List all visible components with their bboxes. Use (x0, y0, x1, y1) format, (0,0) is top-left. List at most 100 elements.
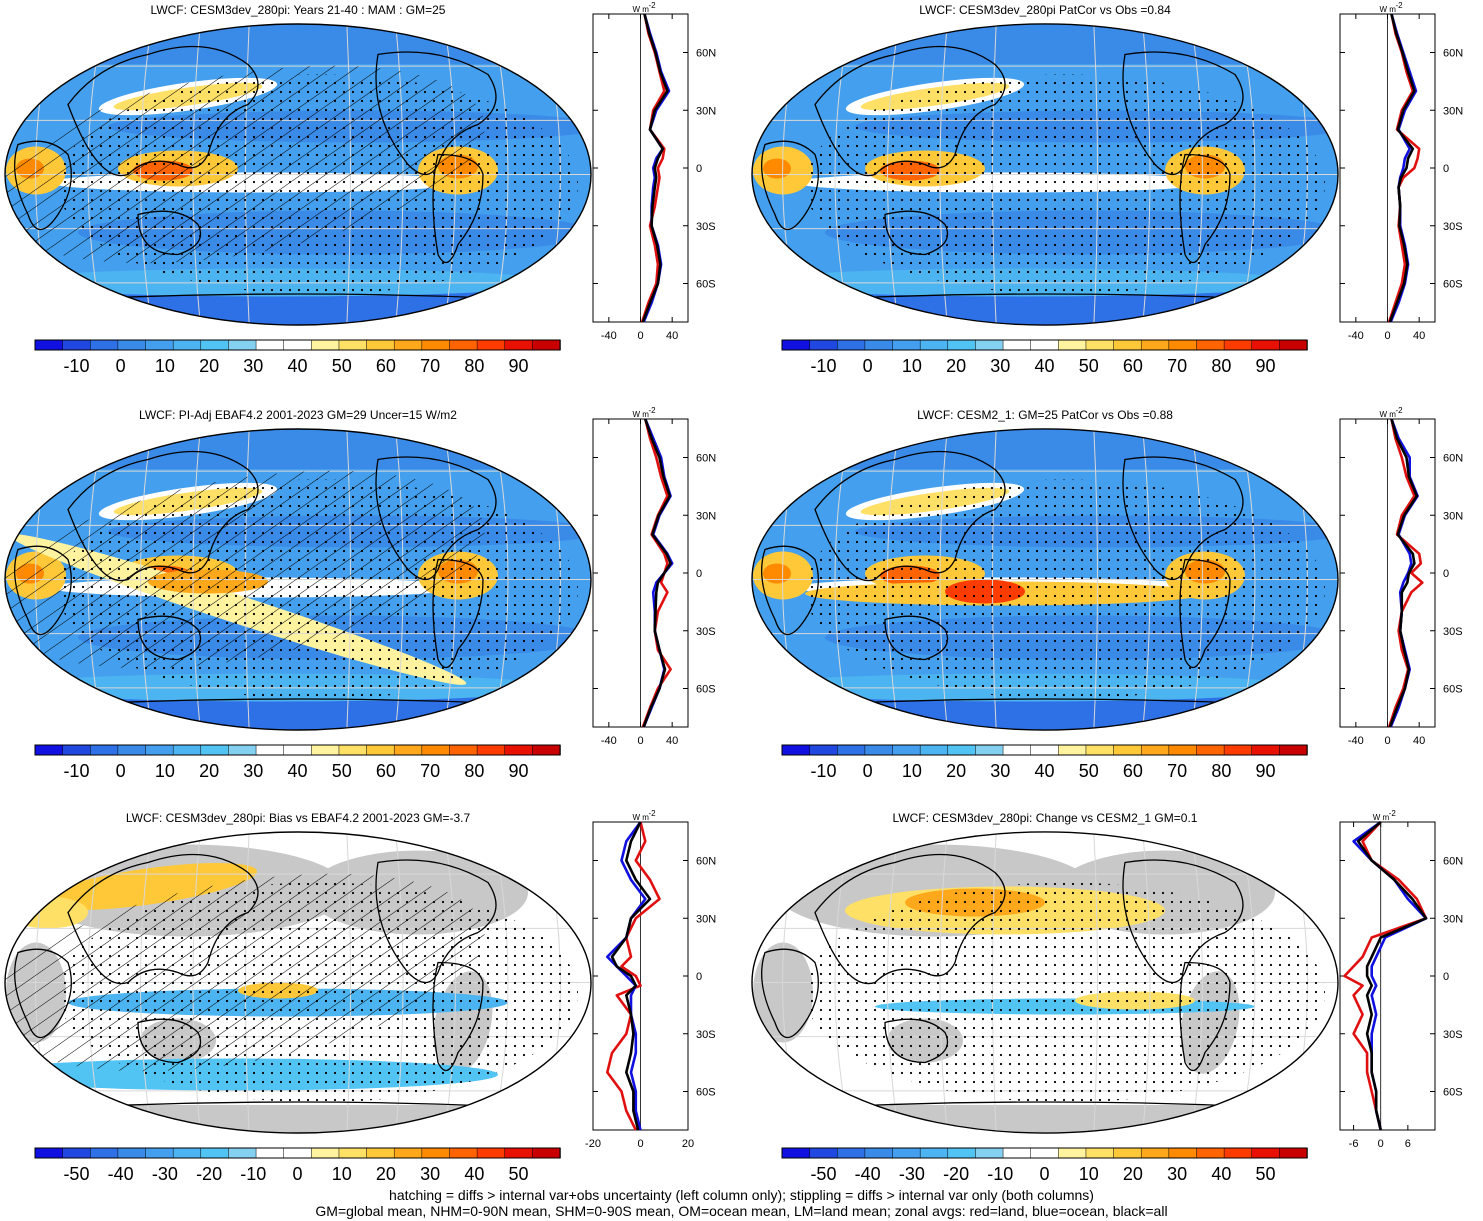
map-panel-3: LWCF: PI-Adj EBAF4.2 2001-2023 GM=29 Unc… (4, 408, 592, 781)
zonal-line-all (610, 821, 652, 1131)
colorbar-label: 90 (509, 356, 529, 376)
lat-label: 30S (1443, 1029, 1463, 1041)
map-panel-1: LWCF: CESM3dev_280pi: Years 21-40 : MAM … (4, 3, 592, 376)
map-panel-5: LWCF: CESM3dev_280pi: Bias vs EBAF4.2 20… (4, 811, 592, 1184)
colorbar-label: 80 (1211, 761, 1231, 781)
lat-label: 30N (696, 510, 716, 522)
colorbar-box (975, 1147, 1004, 1159)
colorbar-box (1223, 1147, 1253, 1159)
colorbar-box (200, 1147, 230, 1159)
colorbar-label: 70 (420, 761, 440, 781)
zonal-frame (1339, 821, 1436, 1131)
colorbar-box (117, 1147, 147, 1159)
zonal-unit-exponent: -2 (649, 406, 657, 415)
colorbar-box (864, 1147, 894, 1159)
colorbar-box (1251, 744, 1281, 756)
colorbar: -10 0 10 20 30 40 50 60 70 80 90 (781, 339, 1308, 376)
colorbar-label: 60 (376, 356, 396, 376)
colorbar-box (34, 339, 64, 351)
zonal-x-label: -20 (585, 1138, 601, 1150)
colorbar-box (90, 339, 119, 351)
colorbar-label: 90 (1256, 356, 1276, 376)
stippling-overlay (805, 74, 1325, 295)
colorbar-box (919, 744, 949, 756)
colorbar-box (145, 339, 174, 351)
colorbar-box (504, 339, 534, 351)
colorbar-label: 40 (1211, 1164, 1231, 1184)
colorbar-label: 20 (376, 1164, 396, 1184)
lat-label: 60N (1443, 48, 1463, 60)
zonal-x-label: -40 (601, 330, 617, 342)
zonal-line-all (1388, 13, 1416, 323)
colorbar-label: 80 (1211, 356, 1231, 376)
colorbar-label: 30 (243, 356, 263, 376)
colorbar-label: 20 (199, 761, 219, 781)
colorbar-label: 30 (1167, 1164, 1187, 1184)
lat-label: 60N (1443, 856, 1463, 868)
arctic-band (5, 24, 591, 64)
lat-label: 60S (1443, 684, 1463, 696)
colorbar-box (117, 339, 147, 351)
colorbar-label: 60 (1123, 356, 1143, 376)
colorbar-box (504, 1147, 534, 1159)
colorbar-box (1196, 1147, 1225, 1159)
colorbar-box (62, 744, 92, 756)
colorbar-box (892, 339, 921, 351)
colorbar-box (90, 1147, 119, 1159)
colorbar-box (1113, 744, 1142, 756)
lat-label: 60S (696, 684, 716, 696)
colorbar-box (1168, 339, 1198, 351)
colorbar-box (504, 744, 534, 756)
colorbar-box (449, 744, 478, 756)
colorbar-label: 20 (946, 356, 966, 376)
colorbar-box (781, 339, 811, 351)
zonal-unit-label: W m (1380, 410, 1397, 419)
zonal-unit-exponent: -2 (1396, 406, 1404, 415)
colorbar-box (975, 339, 1004, 351)
map-title: LWCF: CESM3dev_280pi PatCor vs Obs =0.84 (919, 3, 1171, 17)
colorbar-box (1030, 1147, 1060, 1159)
colorbar-frame (34, 744, 561, 756)
zonal-panel-3: W m -2 60N 30N 0 30S 60S -40 0 40 (592, 406, 716, 747)
colorbar-box (1140, 744, 1170, 756)
colorbar-box (1140, 339, 1170, 351)
colorbar-box (975, 744, 1004, 756)
colorbar-box (255, 339, 285, 351)
lat-label: 60N (1443, 453, 1463, 465)
colorbar-box (338, 1147, 368, 1159)
colorbar-box (837, 744, 866, 756)
map-field (5, 23, 591, 325)
colorbar-box (919, 339, 949, 351)
colorbar-label: 30 (990, 356, 1010, 376)
colorbar-label: 40 (287, 761, 307, 781)
colorbar-box (449, 1147, 478, 1159)
colorbar-label: 50 (332, 356, 352, 376)
map-field (5, 428, 591, 730)
colorbar-box (172, 1147, 202, 1159)
map-outline (751, 428, 1339, 731)
colorbar-label: -40 (108, 1164, 134, 1184)
arctic-band (752, 429, 1338, 469)
map-outline (4, 831, 592, 1134)
stippling-overlay (58, 74, 578, 295)
map-outline (751, 23, 1339, 326)
colorbar-label: 0 (863, 356, 873, 376)
colorbar-box (1223, 339, 1253, 351)
lat-label: 0 (696, 568, 702, 580)
colorbar-label: 10 (155, 356, 175, 376)
lat-label: 60N (696, 48, 716, 60)
colorbar-frame (34, 1147, 561, 1159)
colorbar-box (421, 744, 451, 756)
coastline-3 (761, 545, 819, 636)
colorbar-box (864, 744, 894, 756)
colorbar-box (781, 1147, 811, 1159)
colorbar-label: 70 (420, 356, 440, 376)
colorbar-label: -20 (196, 1164, 222, 1184)
colorbar-box (1058, 339, 1087, 351)
colorbar-box (781, 744, 811, 756)
africa-core (763, 158, 791, 179)
zonal-unit-label: W m (1380, 5, 1397, 14)
zonal-x-label: 6 (1405, 1138, 1411, 1150)
colorbar-label: 20 (1123, 1164, 1143, 1184)
